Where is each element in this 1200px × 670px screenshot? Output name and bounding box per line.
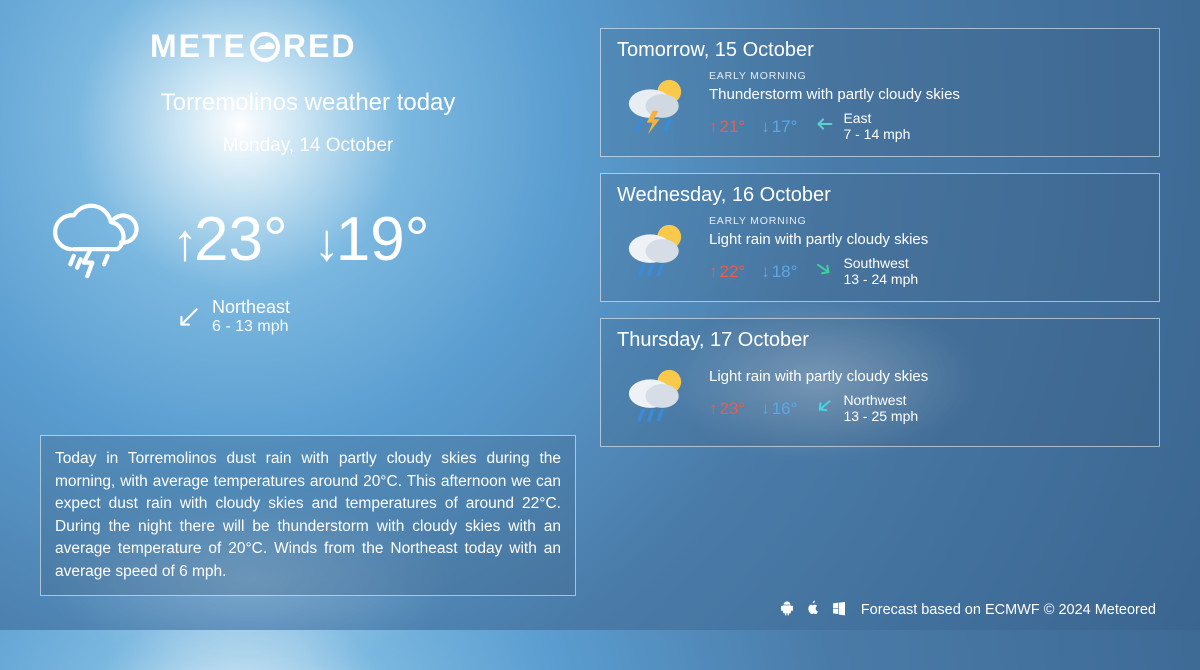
windows-icon[interactable] <box>831 600 847 620</box>
forecast-low: ↓17° <box>761 117 797 137</box>
wind-direction-icon <box>176 304 202 330</box>
apple-icon[interactable] <box>805 600 821 620</box>
page-title: Torremolinos weather today <box>40 89 576 117</box>
forecast-column: Tomorrow, 15 October EARLY MORNING Thund… <box>600 28 1160 618</box>
wind-speed: 13 - 24 mph <box>843 272 918 287</box>
today-description: Today in Torremolinos dust rain with par… <box>40 435 576 596</box>
wind-direction: Northwest <box>843 393 918 408</box>
brand-pre: METE <box>150 28 247 65</box>
forecast-condition: Light rain with partly cloudy skies <box>709 231 1143 248</box>
brand-cloud-icon <box>247 31 283 63</box>
wind-direction-icon <box>813 258 835 285</box>
footer: Forecast based on ECMWF © 2024 Meteored <box>779 600 1156 620</box>
today-date: Monday, 14 October <box>40 135 576 157</box>
today-high: ↑23° <box>172 204 288 275</box>
forecast-date: Wednesday, 16 October <box>617 184 1143 207</box>
weather-icon <box>617 68 693 144</box>
forecast-condition: Thunderstorm with partly cloudy skies <box>709 86 1143 103</box>
forecast-high: ↑22° <box>709 262 745 282</box>
arrow-down-icon: ↓ <box>761 117 770 137</box>
forecast-date: Thursday, 17 October <box>617 329 1143 352</box>
weather-icon <box>617 358 693 434</box>
today-wind: Northeast 6 - 13 mph <box>176 297 576 336</box>
wind-direction: Northeast <box>212 297 290 318</box>
android-icon[interactable] <box>779 600 795 620</box>
forecast-wind: Northwest 13 - 25 mph <box>813 393 918 424</box>
wind-direction-icon <box>813 395 835 422</box>
forecast-low: ↓18° <box>761 262 797 282</box>
arrow-up-icon: ↑ <box>709 262 718 282</box>
forecast-condition: Light rain with partly cloudy skies <box>709 368 1143 385</box>
forecast-card[interactable]: Tomorrow, 15 October EARLY MORNING Thund… <box>600 28 1160 157</box>
wind-direction: East <box>843 111 910 126</box>
wind-direction: Southwest <box>843 256 918 271</box>
wind-speed: 6 - 13 mph <box>212 318 290 336</box>
arrow-up-icon: ↑ <box>709 399 718 419</box>
arrow-up-icon: ↑ <box>709 117 718 137</box>
forecast-high: ↑23° <box>709 399 745 419</box>
forecast-wind: Southwest 13 - 24 mph <box>813 256 918 287</box>
forecast-wind: East 7 - 14 mph <box>813 111 910 142</box>
today-low: ↓19° <box>314 204 430 275</box>
forecast-card[interactable]: Thursday, 17 October Light rain with par… <box>600 318 1160 447</box>
arrow-down-icon: ↓ <box>761 262 770 282</box>
thunderstorm-icon <box>40 185 148 293</box>
time-badge: EARLY MORNING <box>709 70 1143 82</box>
footer-text: Forecast based on ECMWF © 2024 Meteored <box>861 602 1156 618</box>
forecast-date: Tomorrow, 15 October <box>617 39 1143 62</box>
today-summary: ↑23° ↓19° <box>40 185 576 293</box>
weather-icon <box>617 213 693 289</box>
forecast-high: ↑21° <box>709 117 745 137</box>
forecast-low: ↓16° <box>761 399 797 419</box>
brand-logo: METE RED <box>40 28 576 65</box>
wind-direction-icon <box>813 113 835 140</box>
brand-post: RED <box>283 28 357 65</box>
time-badge: EARLY MORNING <box>709 215 1143 227</box>
wind-speed: 7 - 14 mph <box>843 127 910 142</box>
forecast-card[interactable]: Wednesday, 16 October EARLY MORNING Ligh… <box>600 173 1160 302</box>
wind-speed: 13 - 25 mph <box>843 409 918 424</box>
arrow-down-icon: ↓ <box>761 399 770 419</box>
